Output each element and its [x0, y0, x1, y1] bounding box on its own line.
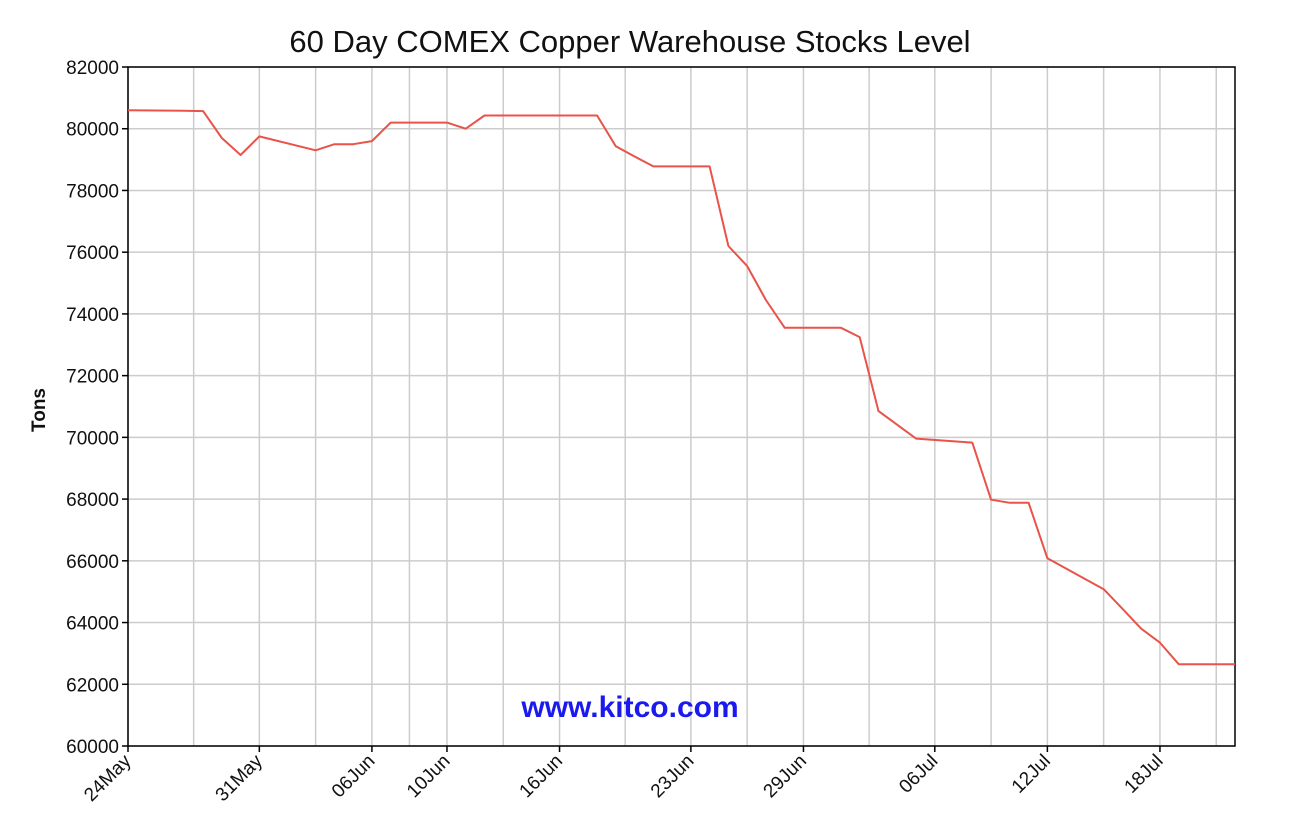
y-tick-label: 68000: [66, 490, 119, 511]
x-tick-label: 12Jul: [1008, 751, 1055, 798]
y-tick-label: 66000: [66, 552, 119, 573]
y-tick-label: 78000: [66, 181, 119, 202]
x-tick-label: 23Jun: [647, 751, 698, 802]
x-tick-label: 29Jun: [760, 751, 811, 802]
series-line: [127, 109, 1235, 666]
x-tick-label: 16Jun: [516, 751, 567, 802]
x-tick-label: 06Jul: [895, 751, 942, 798]
series: [127, 109, 1235, 666]
plot-area: [127, 66, 1236, 747]
watermark-text: www.kitco.com: [520, 691, 738, 724]
y-tick-label: 62000: [66, 675, 119, 696]
y-tick-label: 82000: [66, 58, 119, 79]
grid: [127, 66, 1235, 747]
y-tick-label: 74000: [66, 305, 119, 326]
x-axis: 24May 31May 06Jun 10Jun 16Jun 23Jun 29Jun 06Jul…: [80, 746, 1167, 806]
y-tick-label: 70000: [66, 428, 119, 449]
y-tick-label: 60000: [66, 737, 119, 758]
y-tick-label: 72000: [66, 367, 119, 388]
x-tick-label: 06Jun: [328, 751, 379, 802]
x-tick-label: 31May: [212, 750, 268, 806]
plot-frame: [127, 66, 1236, 747]
x-tick-label: 24May: [80, 750, 136, 806]
y-axis: 60000 62000 64000 66000 68000 70000 72000 74000…: [66, 58, 128, 758]
y-tick-label: 64000: [66, 614, 119, 635]
y-axis-label: Tons: [29, 388, 50, 432]
x-tick-label: 10Jun: [403, 751, 454, 802]
y-tick-label: 76000: [66, 243, 119, 264]
chart-title: 60 Day COMEX Copper Warehouse Stocks Lev…: [289, 24, 970, 59]
y-tick-label: 80000: [66, 120, 119, 141]
x-tick-label: 18Jul: [1121, 751, 1168, 798]
